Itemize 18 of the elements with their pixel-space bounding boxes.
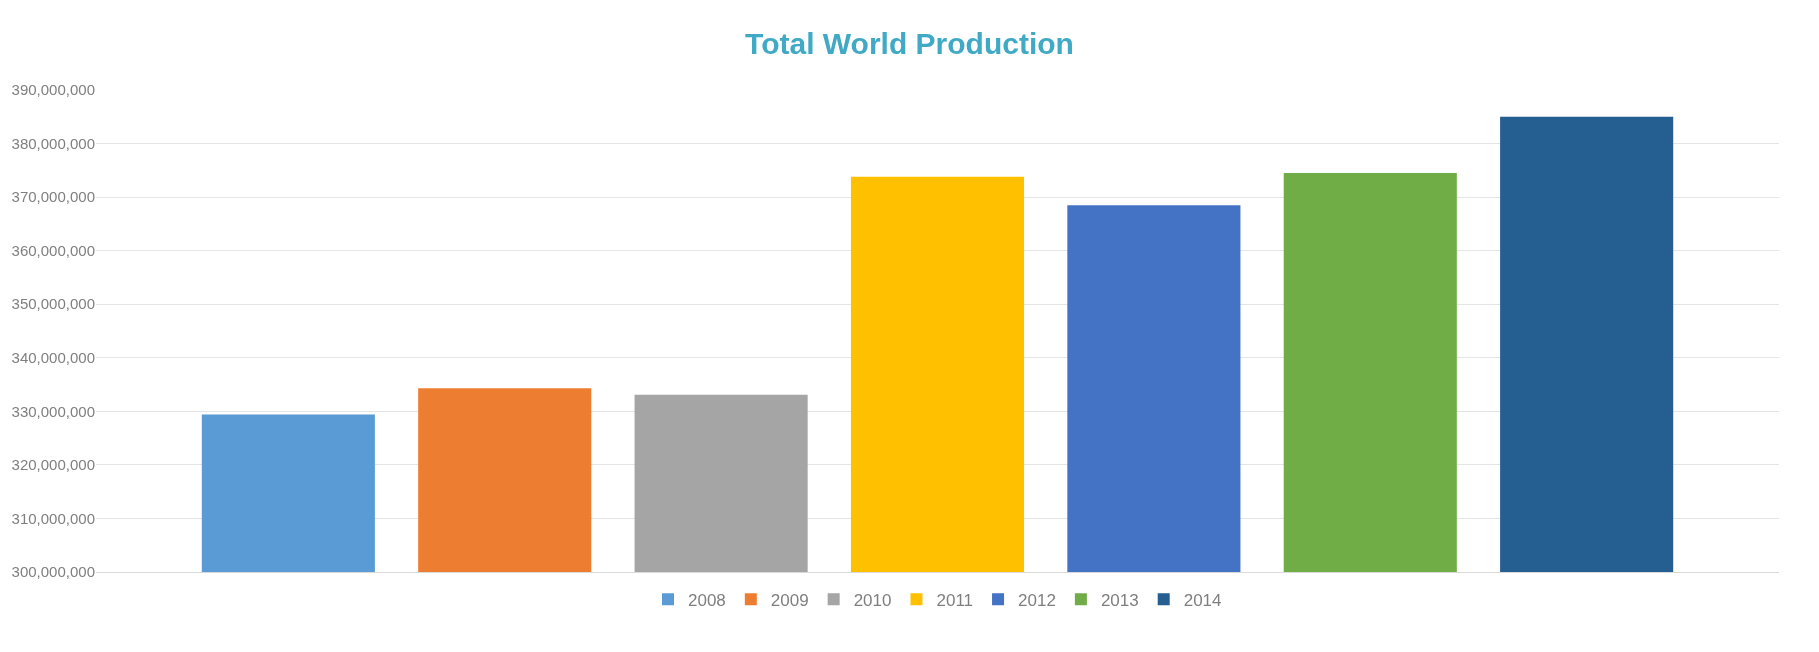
legend-label: 2013 <box>1100 590 1139 610</box>
legend-label: 2009 <box>770 590 809 610</box>
y-tick-label: 390,000,000 <box>11 81 95 99</box>
y-tick-label: 360,000,000 <box>11 241 95 259</box>
y-tick-label: 350,000,000 <box>11 295 95 313</box>
y-tick-label: 340,000,000 <box>11 349 95 367</box>
y-tick-label: 310,000,000 <box>11 509 95 527</box>
y-tick-label: 300,000,000 <box>11 563 95 581</box>
legend-label: 2014 <box>1183 590 1222 610</box>
y-tick-label: 380,000,000 <box>11 134 95 152</box>
legend-label: 2012 <box>1018 590 1056 610</box>
chart-title: Total World Production <box>745 26 1074 60</box>
y-tick-label: 370,000,000 <box>11 188 95 206</box>
legend-label: 2008 <box>688 590 726 610</box>
y-tick-label: 320,000,000 <box>11 456 95 474</box>
legend-label: 2010 <box>853 590 892 610</box>
legend-label: 2011 <box>936 590 974 610</box>
y-tick-label: 330,000,000 <box>11 402 95 420</box>
